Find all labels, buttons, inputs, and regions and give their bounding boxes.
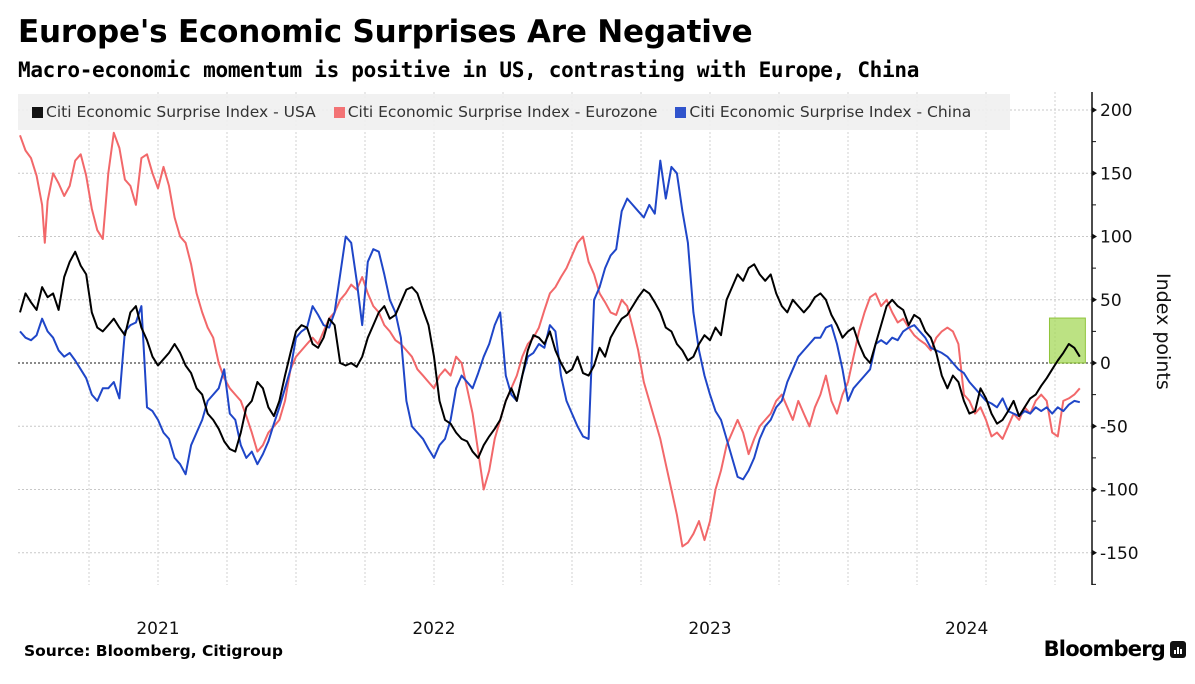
x-tick-label: 2024 bbox=[945, 619, 988, 639]
y-tick-label: -100 bbox=[1100, 481, 1139, 501]
chart-subtitle: Macro-economic momentum is positive in U… bbox=[18, 58, 920, 82]
y-tick-label: -150 bbox=[1100, 544, 1139, 564]
x-axis: 2021 2022 2023 2024 bbox=[136, 619, 988, 639]
series-line-china bbox=[19, 159, 1081, 481]
y-tick-mark bbox=[1092, 296, 1097, 303]
y-tick-label: 0 bbox=[1100, 354, 1111, 374]
y-axis: 200 150 100 50 0 -50 -100 -150 Index points bbox=[1091, 92, 1174, 585]
brand-logo-text: Bloomberg bbox=[1043, 637, 1166, 661]
y-tick-mark bbox=[1092, 486, 1097, 493]
legend-swatch-china bbox=[675, 106, 687, 118]
legend-swatch-eurozone bbox=[333, 106, 345, 118]
x-tick-label: 2023 bbox=[688, 619, 731, 639]
legend-label-usa: Citi Economic Surprise Index - USA bbox=[46, 103, 316, 121]
series-line-eurozone bbox=[19, 131, 1081, 548]
series-line-usa bbox=[19, 250, 1081, 459]
y-tick-mark bbox=[1092, 107, 1097, 113]
y-tick-label: 150 bbox=[1100, 164, 1132, 184]
bloomberg-chart-icon bbox=[1170, 641, 1186, 658]
y-tick-mark bbox=[1092, 549, 1097, 556]
legend-swatch-usa bbox=[32, 106, 43, 118]
y-tick-mark bbox=[1092, 233, 1097, 240]
y-tick-mark bbox=[1092, 360, 1097, 366]
series-lines bbox=[19, 131, 1081, 548]
y-tick-label: -50 bbox=[1100, 417, 1128, 437]
y-tick-label: 200 bbox=[1100, 101, 1132, 121]
chart-title: Europe's Economic Surprises Are Negative bbox=[18, 14, 753, 50]
x-tick-label: 2022 bbox=[412, 619, 455, 639]
legend-item-china: Citi Economic Surprise Index - China bbox=[675, 103, 971, 121]
legend-item-eurozone: Citi Economic Surprise Index - Eurozone bbox=[333, 103, 658, 121]
legend-label-eurozone: Citi Economic Surprise Index - Eurozone bbox=[347, 103, 658, 121]
y-tick-mark bbox=[1092, 423, 1097, 430]
legend-item-usa: Citi Economic Surprise Index - USA bbox=[32, 103, 316, 121]
x-tick-label: 2021 bbox=[136, 619, 179, 639]
legend: Citi Economic Surprise Index - USA Citi … bbox=[18, 94, 1010, 130]
legend-label-china: Citi Economic Surprise Index - China bbox=[689, 103, 972, 121]
y-tick-mark bbox=[1092, 170, 1097, 177]
source-note: Source: Bloomberg, Citigroup bbox=[24, 642, 283, 660]
y-axis-title: Index points bbox=[1152, 273, 1174, 390]
y-tick-label: 100 bbox=[1100, 228, 1132, 248]
y-tick-label: 50 bbox=[1100, 291, 1122, 311]
